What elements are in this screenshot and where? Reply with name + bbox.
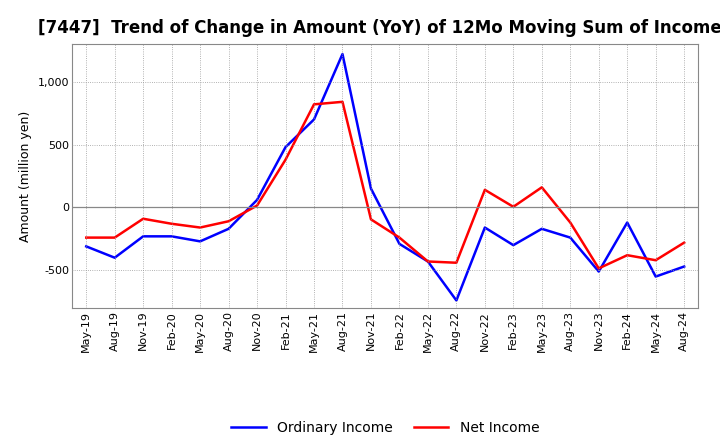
- Net Income: [566, 220, 575, 225]
- Ordinary Income: [509, 242, 518, 248]
- Net Income: [509, 204, 518, 209]
- Ordinary Income: [196, 239, 204, 244]
- Ordinary Income: [395, 241, 404, 246]
- Ordinary Income: [423, 259, 432, 264]
- Net Income: [480, 187, 489, 192]
- Net Income: [366, 217, 375, 222]
- Ordinary Income: [253, 197, 261, 202]
- Ordinary Income: [623, 220, 631, 225]
- Net Income: [225, 219, 233, 224]
- Legend: Ordinary Income, Net Income: Ordinary Income, Net Income: [225, 415, 545, 440]
- Ordinary Income: [225, 226, 233, 231]
- Ordinary Income: [652, 274, 660, 279]
- Net Income: [338, 99, 347, 104]
- Net Income: [82, 235, 91, 240]
- Net Income: [139, 216, 148, 221]
- Net Income: [537, 185, 546, 190]
- Net Income: [282, 157, 290, 162]
- Net Income: [167, 221, 176, 227]
- Ordinary Income: [310, 117, 318, 122]
- Ordinary Income: [480, 225, 489, 230]
- Net Income: [623, 253, 631, 258]
- Ordinary Income: [282, 144, 290, 150]
- Line: Ordinary Income: Ordinary Income: [86, 54, 684, 301]
- Net Income: [110, 235, 119, 240]
- Title: [7447]  Trend of Change in Amount (YoY) of 12Mo Moving Sum of Incomes: [7447] Trend of Change in Amount (YoY) o…: [38, 19, 720, 37]
- Net Income: [595, 266, 603, 271]
- Ordinary Income: [82, 244, 91, 249]
- Ordinary Income: [338, 51, 347, 57]
- Ordinary Income: [167, 234, 176, 239]
- Net Income: [310, 102, 318, 107]
- Ordinary Income: [566, 235, 575, 240]
- Net Income: [423, 259, 432, 264]
- Ordinary Income: [139, 234, 148, 239]
- Y-axis label: Amount (million yen): Amount (million yen): [19, 110, 32, 242]
- Net Income: [395, 235, 404, 240]
- Line: Net Income: Net Income: [86, 102, 684, 268]
- Net Income: [452, 260, 461, 265]
- Net Income: [253, 203, 261, 208]
- Net Income: [680, 240, 688, 245]
- Ordinary Income: [366, 186, 375, 191]
- Net Income: [196, 225, 204, 230]
- Net Income: [652, 257, 660, 263]
- Ordinary Income: [110, 255, 119, 260]
- Ordinary Income: [452, 298, 461, 303]
- Ordinary Income: [595, 269, 603, 274]
- Ordinary Income: [680, 264, 688, 269]
- Ordinary Income: [537, 226, 546, 231]
